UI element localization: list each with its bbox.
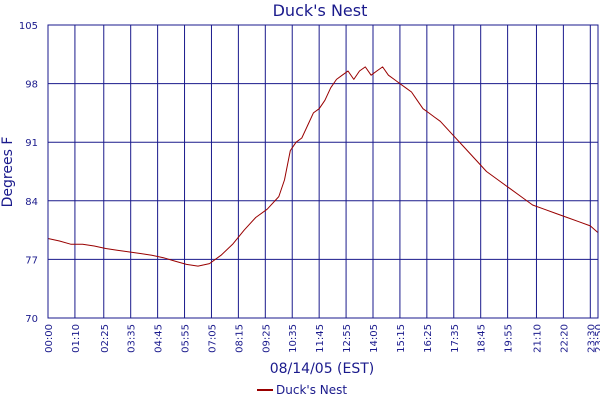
x-tick-label: 10:35: [288, 324, 299, 353]
x-tick-label: 15:15: [396, 324, 407, 353]
x-tick-label: 12:55: [342, 324, 353, 353]
y-axis-label: Degrees F: [0, 137, 16, 208]
grid: [47, 24, 599, 319]
x-tick-label: 16:25: [423, 324, 434, 353]
x-tick-label: 04:45: [154, 324, 165, 353]
y-tick-label: 84: [25, 197, 38, 208]
series-layer: [47, 66, 599, 267]
x-tick-label: 19:55: [504, 324, 515, 353]
legend-label: Duck's Nest: [276, 383, 347, 397]
x-tick-label: 17:35: [450, 324, 461, 353]
x-tick-label: 21:10: [532, 324, 543, 353]
x-tick-label: 00:00: [44, 324, 55, 353]
x-tick-label: 09:25: [261, 324, 272, 353]
x-tick-label: 03:35: [127, 324, 138, 353]
legend: Duck's Nest: [257, 383, 347, 397]
x-tick-label: 11:45: [315, 324, 326, 353]
x-tick-label: 18:45: [477, 324, 488, 353]
plot-frame: [47, 24, 599, 319]
x-tick-label: 07:05: [207, 324, 218, 353]
y-tick-label: 98: [25, 80, 38, 91]
x-tick-label: 23:50: [594, 324, 600, 353]
y-tick-label: 70: [25, 314, 38, 325]
y-tick-label: 105: [19, 21, 38, 32]
x-tick-labels: 00:00 01:10 02:25 03:35 04:45 05:55 07:05 08:15…: [44, 324, 600, 353]
x-tick-label: 23:30: [586, 324, 597, 353]
x-tick-label: 22:20: [559, 324, 570, 353]
x-tick-label: 01:10: [71, 324, 82, 353]
y-tick-labels: 70 77 84 91 98 105: [19, 21, 38, 325]
x-tick-label: 14:05: [369, 324, 380, 353]
y-tick-label: 91: [25, 138, 38, 149]
x-tick-label: 02:25: [100, 324, 111, 353]
series-line: [47, 66, 599, 267]
chart-title: Duck's Nest: [273, 1, 368, 20]
y-tick-label: 77: [25, 255, 38, 266]
x-tick-label: 08:15: [234, 324, 245, 353]
x-axis-label: 08/14/05 (EST): [270, 361, 375, 377]
x-tick-label: 05:55: [181, 324, 192, 353]
